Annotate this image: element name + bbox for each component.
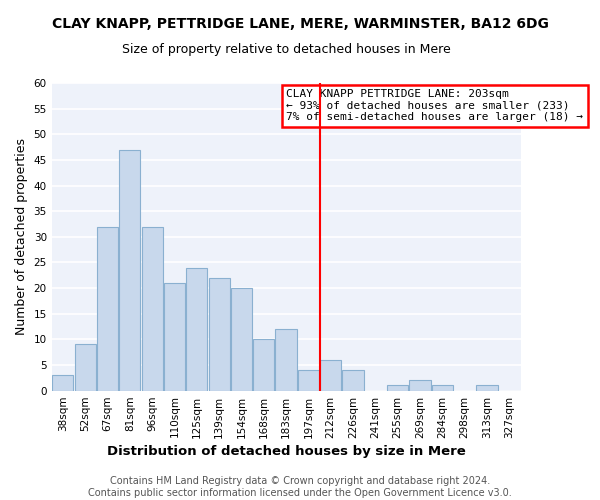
Bar [320, 360, 341, 390]
Bar [476, 386, 497, 390]
Text: CLAY KNAPP, PETTRIDGE LANE, MERE, WARMINSTER, BA12 6DG: CLAY KNAPP, PETTRIDGE LANE, MERE, WARMIN… [52, 18, 548, 32]
Text: Contains HM Land Registry data © Crown copyright and database right 2024.
Contai: Contains HM Land Registry data © Crown c… [88, 476, 512, 498]
Bar [298, 370, 319, 390]
X-axis label: Distribution of detached houses by size in Mere: Distribution of detached houses by size … [107, 444, 466, 458]
Bar [432, 386, 453, 390]
Bar [231, 288, 252, 390]
Bar [74, 344, 96, 391]
Bar [343, 370, 364, 390]
Bar [409, 380, 431, 390]
Bar [142, 226, 163, 390]
Bar [387, 386, 409, 390]
Bar [119, 150, 140, 390]
Bar [209, 278, 230, 390]
Bar [164, 283, 185, 391]
Bar [52, 375, 73, 390]
Text: CLAY KNAPP PETTRIDGE LANE: 203sqm
← 93% of detached houses are smaller (233)
7% : CLAY KNAPP PETTRIDGE LANE: 203sqm ← 93% … [286, 89, 583, 122]
Bar [97, 226, 118, 390]
Bar [186, 268, 208, 390]
Title: Size of property relative to detached houses in Mere: Size of property relative to detached ho… [122, 42, 451, 56]
Y-axis label: Number of detached properties: Number of detached properties [15, 138, 28, 336]
Bar [275, 329, 296, 390]
Bar [253, 340, 274, 390]
